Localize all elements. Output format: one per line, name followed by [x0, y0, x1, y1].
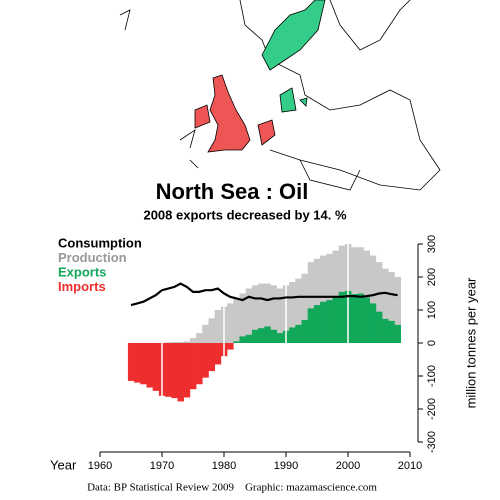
x-tick-label: 1990: [274, 460, 298, 472]
bar: [326, 300, 333, 343]
y-tick-label: 100: [426, 301, 438, 319]
bar: [233, 298, 240, 343]
bar: [301, 273, 308, 343]
bar: [196, 343, 203, 385]
bar: [171, 342, 178, 343]
bar: [165, 343, 172, 397]
bar: [177, 343, 184, 402]
bar: [338, 291, 346, 343]
line: [130, 282, 398, 307]
bar: [301, 319, 308, 343]
bar: [202, 324, 209, 343]
x-tick-label: 1980: [212, 460, 236, 472]
bar: [245, 288, 253, 343]
bar: [394, 277, 401, 343]
bar: [382, 318, 389, 343]
bar: [382, 268, 389, 343]
bar: [369, 303, 377, 343]
y-tick-label: 300: [426, 235, 438, 253]
chart-subtitle: 2008 exports decreased by 14. %: [143, 207, 347, 222]
bar: [375, 262, 383, 343]
bar: [208, 343, 215, 372]
bar: [227, 303, 234, 343]
bar: [264, 283, 271, 343]
y-tick-label: -100: [426, 365, 438, 387]
bar: [251, 329, 259, 343]
bar: [295, 278, 302, 343]
bar: [134, 343, 141, 383]
bar: [196, 333, 203, 343]
y-tick-label: 0: [426, 340, 438, 346]
bar: [289, 327, 296, 343]
bar: [214, 343, 222, 365]
bar: [208, 318, 215, 343]
bar: [233, 341, 240, 343]
bar: [388, 320, 395, 343]
bar: [171, 343, 178, 399]
bar: [276, 288, 284, 343]
bar: [320, 301, 327, 343]
bar: [307, 308, 315, 343]
bar: [270, 329, 277, 343]
bar: [307, 262, 315, 343]
bar: [127, 343, 135, 381]
bar: [189, 338, 197, 343]
bar: [351, 294, 358, 343]
bar: [394, 324, 401, 343]
y-tick-label: 200: [426, 268, 438, 286]
bar: [313, 305, 321, 343]
x-tick-label: 1960: [88, 460, 112, 472]
bar: [140, 343, 147, 385]
legend-entry: Consumption: [58, 235, 142, 250]
chart-title: North Sea : Oil: [156, 179, 309, 204]
source-note: Data: BP Statistical Review 2009 Graphic…: [87, 482, 377, 494]
bar: [295, 324, 302, 343]
bar: [388, 272, 395, 343]
bar: [264, 326, 271, 343]
bar: [165, 342, 172, 343]
legend-entry: Exports: [58, 264, 106, 279]
bar: [369, 255, 377, 343]
x-tick-label: 2000: [336, 460, 360, 472]
bar: [326, 253, 333, 343]
y-tick-label: -200: [426, 398, 438, 420]
legend-entry: Production: [58, 250, 127, 265]
bar: [152, 343, 160, 391]
bar: [258, 283, 265, 343]
bar: [276, 333, 284, 343]
bar: [245, 334, 253, 343]
bar: [239, 293, 246, 343]
bar: [270, 285, 277, 343]
x-tick-label: 2010: [398, 460, 422, 472]
bar: [363, 297, 370, 343]
bar: [375, 311, 383, 343]
bar: [202, 343, 209, 378]
bar: [177, 342, 184, 343]
bar: [258, 328, 265, 343]
bar: [189, 343, 197, 390]
bar: [214, 310, 222, 343]
bar: [146, 343, 153, 388]
y-tick-label: -300: [426, 431, 438, 453]
bar: [313, 258, 321, 343]
y-axis-label: million tonnes per year: [463, 277, 478, 408]
bar: [251, 285, 259, 343]
bar: [183, 343, 191, 398]
bar: [227, 343, 234, 350]
map: [119, 0, 441, 191]
bar: [332, 296, 339, 343]
bar: [289, 281, 296, 343]
bar: [357, 293, 364, 343]
bar: [183, 341, 191, 343]
bar: [320, 255, 327, 343]
x-axis-label: Year: [50, 457, 77, 472]
legend-entry: Imports: [58, 279, 106, 294]
x-tick-label: 1970: [150, 460, 174, 472]
bar: [239, 336, 246, 343]
